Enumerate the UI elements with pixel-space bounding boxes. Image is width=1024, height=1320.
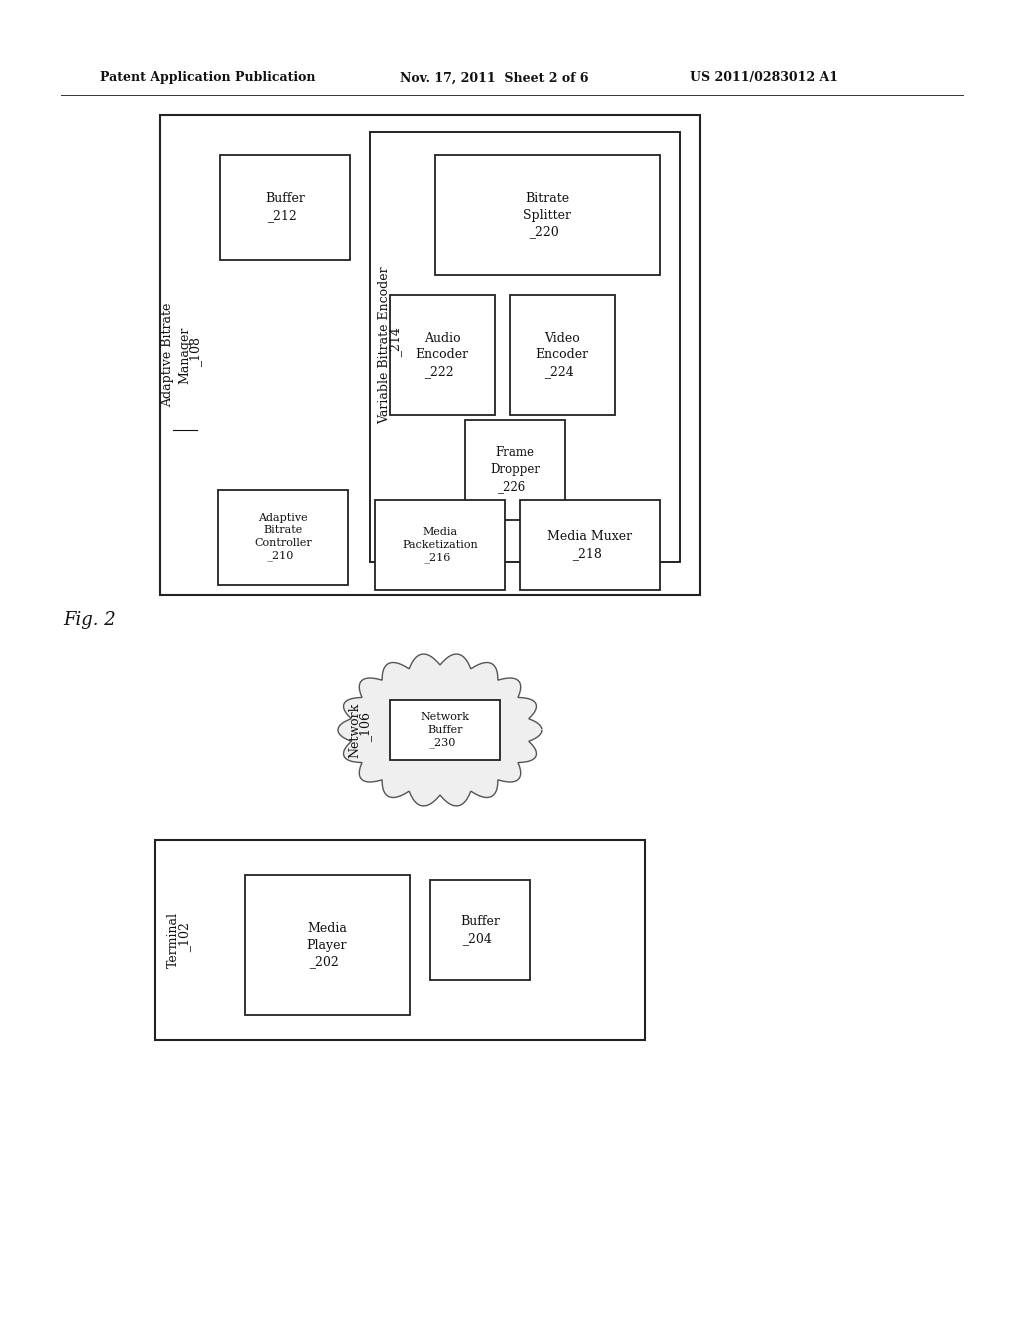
Text: Buffer
̲204: Buffer ̲204 (460, 915, 500, 945)
FancyBboxPatch shape (218, 490, 348, 585)
FancyBboxPatch shape (465, 420, 565, 520)
Text: Media
Player
̲202: Media Player ̲202 (307, 921, 347, 969)
FancyBboxPatch shape (520, 500, 660, 590)
FancyBboxPatch shape (245, 875, 410, 1015)
Text: Network
̲106: Network ̲106 (348, 702, 378, 758)
Text: Fig. 2: Fig. 2 (63, 611, 117, 630)
Text: Media
Packetization
̲216: Media Packetization ̲216 (402, 527, 478, 562)
FancyBboxPatch shape (435, 154, 660, 275)
PathPatch shape (338, 655, 542, 807)
Text: Adaptive
Bitrate
Controller
̲210: Adaptive Bitrate Controller ̲210 (254, 513, 312, 561)
FancyBboxPatch shape (370, 132, 680, 562)
Text: Network
Buffer
̲230: Network Buffer ̲230 (421, 713, 469, 747)
FancyBboxPatch shape (390, 700, 500, 760)
FancyBboxPatch shape (155, 840, 645, 1040)
Text: Video
Encoder
̲224: Video Encoder ̲224 (536, 331, 589, 379)
Text: Buffer
̲212: Buffer ̲212 (265, 191, 305, 222)
Text: Media Muxer
̲218: Media Muxer ̲218 (548, 531, 633, 560)
FancyBboxPatch shape (510, 294, 615, 414)
Text: Frame
Dropper
̲226: Frame Dropper ̲226 (490, 446, 540, 494)
Text: Patent Application Publication: Patent Application Publication (100, 71, 315, 84)
FancyBboxPatch shape (390, 294, 495, 414)
Text: Audio
Encoder
̲222: Audio Encoder ̲222 (416, 331, 469, 379)
Text: Nov. 17, 2011  Sheet 2 of 6: Nov. 17, 2011 Sheet 2 of 6 (400, 71, 589, 84)
FancyBboxPatch shape (430, 880, 530, 979)
FancyBboxPatch shape (375, 500, 505, 590)
Text: Terminal
̲102: Terminal ̲102 (167, 912, 197, 968)
FancyBboxPatch shape (220, 154, 350, 260)
Text: Adaptive Bitrate
Manager
̲108: Adaptive Bitrate Manager ̲108 (162, 302, 209, 407)
Text: US 2011/0283012 A1: US 2011/0283012 A1 (690, 71, 838, 84)
Text: Bitrate
Splitter
̲220: Bitrate Splitter ̲220 (523, 191, 571, 239)
Text: Variable Bitrate Encoder
̲214: Variable Bitrate Encoder ̲214 (378, 267, 408, 424)
FancyBboxPatch shape (160, 115, 700, 595)
